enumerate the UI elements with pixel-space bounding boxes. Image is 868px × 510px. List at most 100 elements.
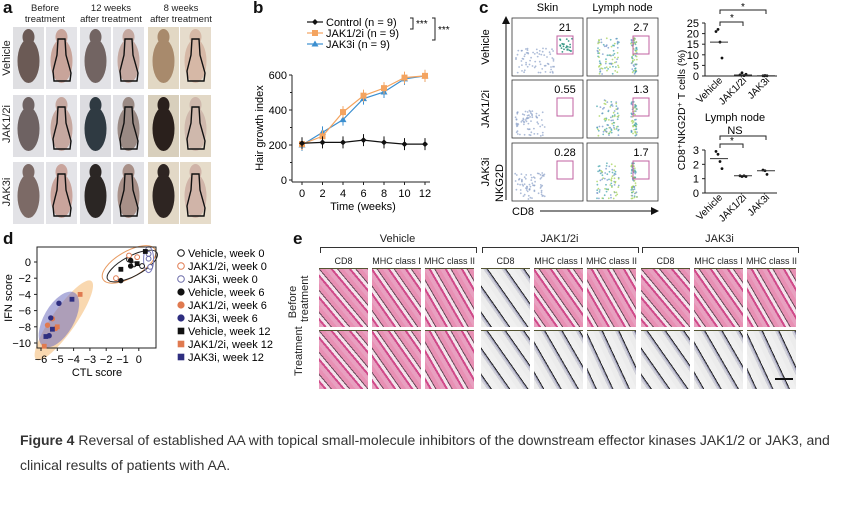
flow-event (600, 67, 603, 70)
flow-event (518, 177, 521, 180)
data-point (56, 300, 62, 307)
flow-event (631, 59, 634, 62)
flow-event (515, 118, 518, 121)
data-point (401, 74, 408, 81)
flow-event (612, 65, 614, 68)
flow-event (633, 185, 636, 188)
flow-event (523, 121, 526, 123)
flow-event (604, 62, 607, 65)
flow-event (634, 43, 637, 46)
data-point (118, 266, 124, 272)
histology-image (534, 330, 583, 389)
y-tick-label: 0 (693, 71, 699, 83)
flow-event (529, 134, 532, 137)
legend-label: Vehicle, week 12 (188, 326, 271, 338)
x-tick-label: −5 (51, 354, 64, 366)
legend-marker (177, 340, 185, 348)
flow-event (634, 49, 637, 51)
row-label: Treatment (293, 326, 305, 376)
mouse-silhouette (117, 29, 140, 83)
group-bracket (482, 247, 639, 253)
flow-event (630, 186, 633, 189)
flow-event (523, 133, 526, 136)
flow-event (525, 120, 528, 123)
flow-event (608, 119, 610, 121)
flow-event (563, 48, 565, 51)
legend-marker (177, 327, 185, 335)
flow-event (531, 182, 534, 185)
flow-event (610, 119, 613, 122)
y-tick-label: 10 (687, 50, 699, 62)
flow-event (541, 131, 544, 134)
flow-event (605, 130, 608, 133)
flow-event (529, 116, 531, 118)
flow-event (524, 119, 527, 121)
data-point (299, 140, 305, 147)
panel-a-column-header: 12 weeks after treatment (80, 3, 142, 25)
data-point (319, 133, 326, 140)
flow-event (571, 37, 573, 40)
x-tick-label: 0 (136, 354, 142, 366)
category-label: JAK3i (746, 75, 772, 101)
flow-event (614, 61, 616, 64)
x-tick-label: 2 (319, 188, 325, 200)
flow-event (605, 165, 608, 167)
flow-event (610, 101, 613, 103)
flow-event (599, 68, 601, 71)
flow-event (528, 109, 531, 112)
flow-event (603, 129, 606, 132)
flow-event (525, 174, 528, 176)
flow-event (526, 111, 529, 113)
flow-event (610, 116, 612, 119)
flow-event (617, 129, 620, 132)
flow-event (546, 56, 548, 58)
flow-event (542, 175, 545, 177)
flow-event (635, 55, 638, 58)
flow-event (531, 110, 534, 112)
flow-event (524, 53, 526, 56)
flow-event (521, 70, 523, 72)
flow-event (598, 49, 601, 51)
legend-label: JAK3i, week 12 (188, 352, 264, 364)
flow-event (610, 196, 612, 199)
flow-event (597, 47, 599, 49)
flow-event (615, 194, 617, 197)
histology-image (747, 268, 796, 327)
flow-event (521, 49, 523, 52)
flow-event (615, 191, 618, 194)
flow-event (542, 47, 544, 50)
flow-event (598, 115, 601, 117)
flow-event (596, 192, 598, 194)
flow-event (541, 172, 544, 174)
flow-event (616, 46, 619, 49)
flow-event (609, 38, 612, 41)
legend-label: JAK3i, week 6 (188, 313, 258, 325)
flow-event (540, 189, 543, 192)
mouse-photo (148, 27, 179, 89)
flow-event (635, 49, 638, 52)
flow-event (519, 189, 522, 191)
flow-event (598, 189, 601, 191)
flow-event (539, 63, 542, 66)
flow-event (605, 45, 608, 48)
flow-event (602, 130, 605, 133)
flow-event (544, 71, 547, 73)
flow-event (523, 176, 526, 179)
flow-event (610, 128, 613, 131)
flow-event (597, 170, 599, 173)
gate (556, 97, 574, 117)
flow-event (630, 175, 633, 178)
flow-event (534, 180, 536, 183)
flow-event (562, 45, 565, 48)
flow-event (617, 64, 619, 67)
flow-event (530, 120, 532, 122)
flow-event (561, 42, 564, 45)
flow-event (597, 128, 599, 131)
flow-event (611, 171, 614, 174)
stain-header: MHC class I (372, 256, 421, 266)
flow-event (540, 185, 542, 188)
mouse-photo (13, 162, 44, 224)
flow-event (529, 185, 532, 188)
data-point (714, 30, 718, 33)
